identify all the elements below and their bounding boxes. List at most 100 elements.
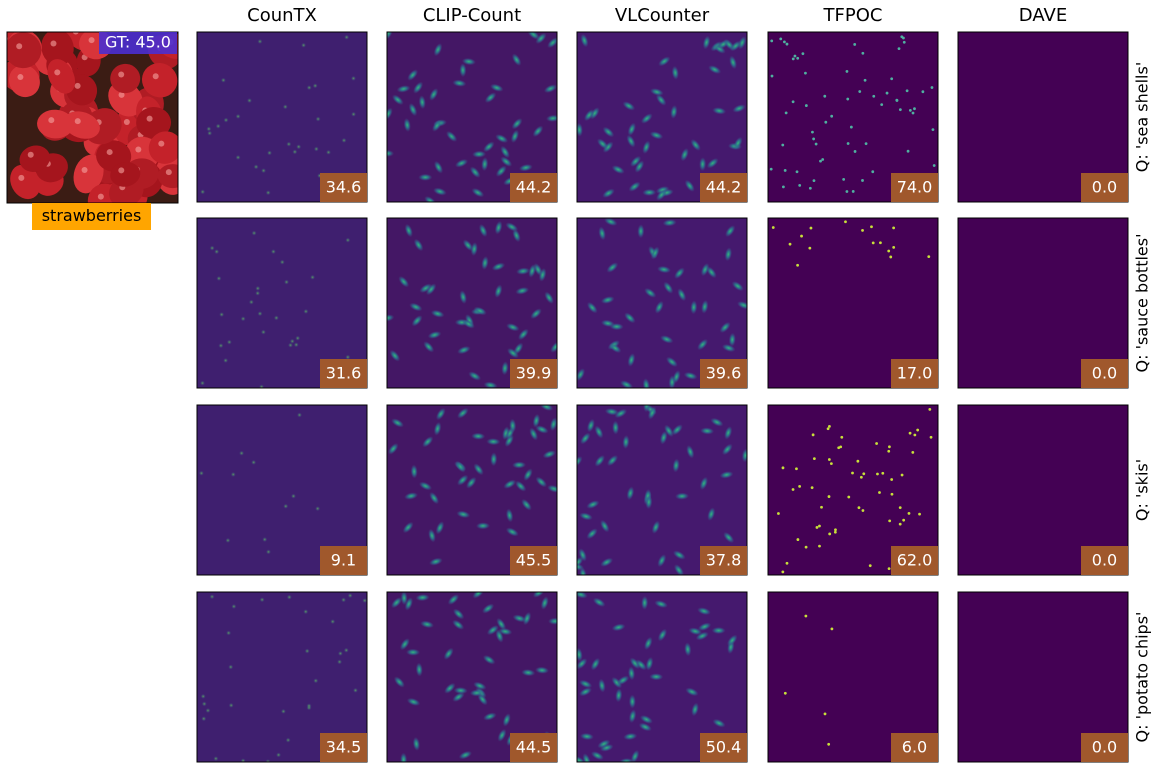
density-dot	[864, 79, 867, 82]
density-dot	[871, 170, 874, 173]
density-dot	[813, 457, 816, 460]
density-dot	[795, 467, 798, 470]
density-dot	[210, 246, 215, 251]
density-dot	[880, 103, 883, 106]
density-dot	[902, 37, 905, 40]
density-dot	[861, 229, 864, 232]
density-dot	[262, 537, 267, 542]
density-dot	[770, 39, 773, 42]
density-dot	[828, 425, 831, 428]
density-dot	[794, 55, 797, 58]
density-dot	[236, 155, 241, 160]
density-dot	[297, 412, 302, 417]
density-dot	[281, 709, 286, 714]
row-query: Q: 'potato chips'	[1133, 612, 1152, 743]
density-dot	[316, 117, 321, 122]
density-dot	[261, 168, 266, 173]
density-dot	[816, 526, 819, 529]
density-map: 0.0	[958, 405, 1128, 575]
density-map: 39.6	[574, 216, 751, 393]
density-dot	[796, 57, 799, 60]
class-label: strawberries	[42, 206, 142, 225]
highlight	[75, 118, 81, 124]
count-label: 37.8	[706, 551, 742, 570]
density-dot	[257, 311, 262, 316]
density-dot	[828, 458, 831, 461]
density-dot	[783, 41, 786, 44]
highlight	[73, 28, 79, 34]
density-dot	[890, 77, 893, 80]
density-dot	[221, 78, 226, 83]
highlight	[28, 152, 34, 158]
density-dot	[786, 43, 789, 46]
density-map: 62.0	[768, 405, 938, 575]
density-dot	[201, 694, 206, 699]
density-dot	[887, 450, 890, 453]
density-map: 6.0	[768, 592, 938, 762]
density-dot	[818, 545, 821, 548]
density-dot	[812, 433, 815, 436]
density-dot	[784, 169, 787, 172]
density-dot	[338, 651, 343, 656]
density-dot	[257, 39, 262, 44]
density-dot	[326, 150, 331, 155]
density-dot	[227, 340, 232, 345]
highlight	[166, 169, 172, 175]
figure: GT: 45.0 strawberries CounTXCLIP-CountVL…	[0, 0, 1155, 765]
count-label: 44.2	[516, 178, 552, 197]
density-dot	[804, 615, 807, 618]
density-dot	[928, 408, 931, 411]
density-dot	[231, 604, 236, 609]
density-dot	[345, 238, 350, 243]
row-query: Q: 'sea shells'	[1133, 62, 1152, 172]
density-dot	[862, 472, 865, 475]
density-dot	[831, 627, 834, 630]
density-dot	[827, 427, 830, 430]
density-dot	[213, 756, 218, 761]
density-map: 44.2	[575, 32, 748, 202]
density-dot	[818, 525, 821, 528]
density-dot	[903, 41, 906, 44]
density-dot	[241, 758, 246, 763]
density-dot	[219, 312, 224, 317]
density-dot	[261, 330, 266, 335]
density-dot	[847, 142, 850, 145]
density-dot	[781, 571, 784, 574]
density-dot	[796, 170, 799, 173]
density-dot	[772, 226, 775, 229]
density-dot	[921, 90, 924, 93]
density-dot	[800, 235, 803, 238]
density-dot	[225, 538, 230, 543]
density-dot	[296, 144, 301, 149]
density-dot	[813, 179, 816, 182]
density-dot	[199, 471, 204, 476]
density-dot	[830, 115, 833, 118]
density-dot	[224, 118, 229, 123]
density-dot	[202, 701, 207, 706]
density-dot	[872, 95, 875, 98]
density-dot	[827, 743, 830, 746]
density-dot	[811, 486, 814, 489]
density-dot	[834, 528, 837, 531]
density-dot	[348, 593, 353, 598]
density-dot	[846, 70, 849, 73]
density-dot	[266, 190, 271, 195]
density-map: 9.1	[197, 405, 367, 575]
density-dot	[315, 506, 320, 511]
highlight	[48, 117, 54, 123]
density-dot	[785, 111, 788, 114]
density-dot	[875, 442, 878, 445]
density-dot	[846, 190, 849, 193]
density-dot	[834, 531, 837, 534]
density-dot	[820, 506, 823, 509]
highlight	[107, 149, 113, 155]
density-dot	[241, 316, 246, 321]
density-dot	[896, 99, 899, 102]
density-dot	[850, 126, 853, 129]
density-dot	[869, 564, 872, 567]
density-dot	[205, 708, 210, 713]
density-dot	[811, 131, 814, 134]
density-dot	[301, 43, 306, 48]
density-dot	[899, 523, 902, 526]
density-dot	[307, 85, 312, 90]
